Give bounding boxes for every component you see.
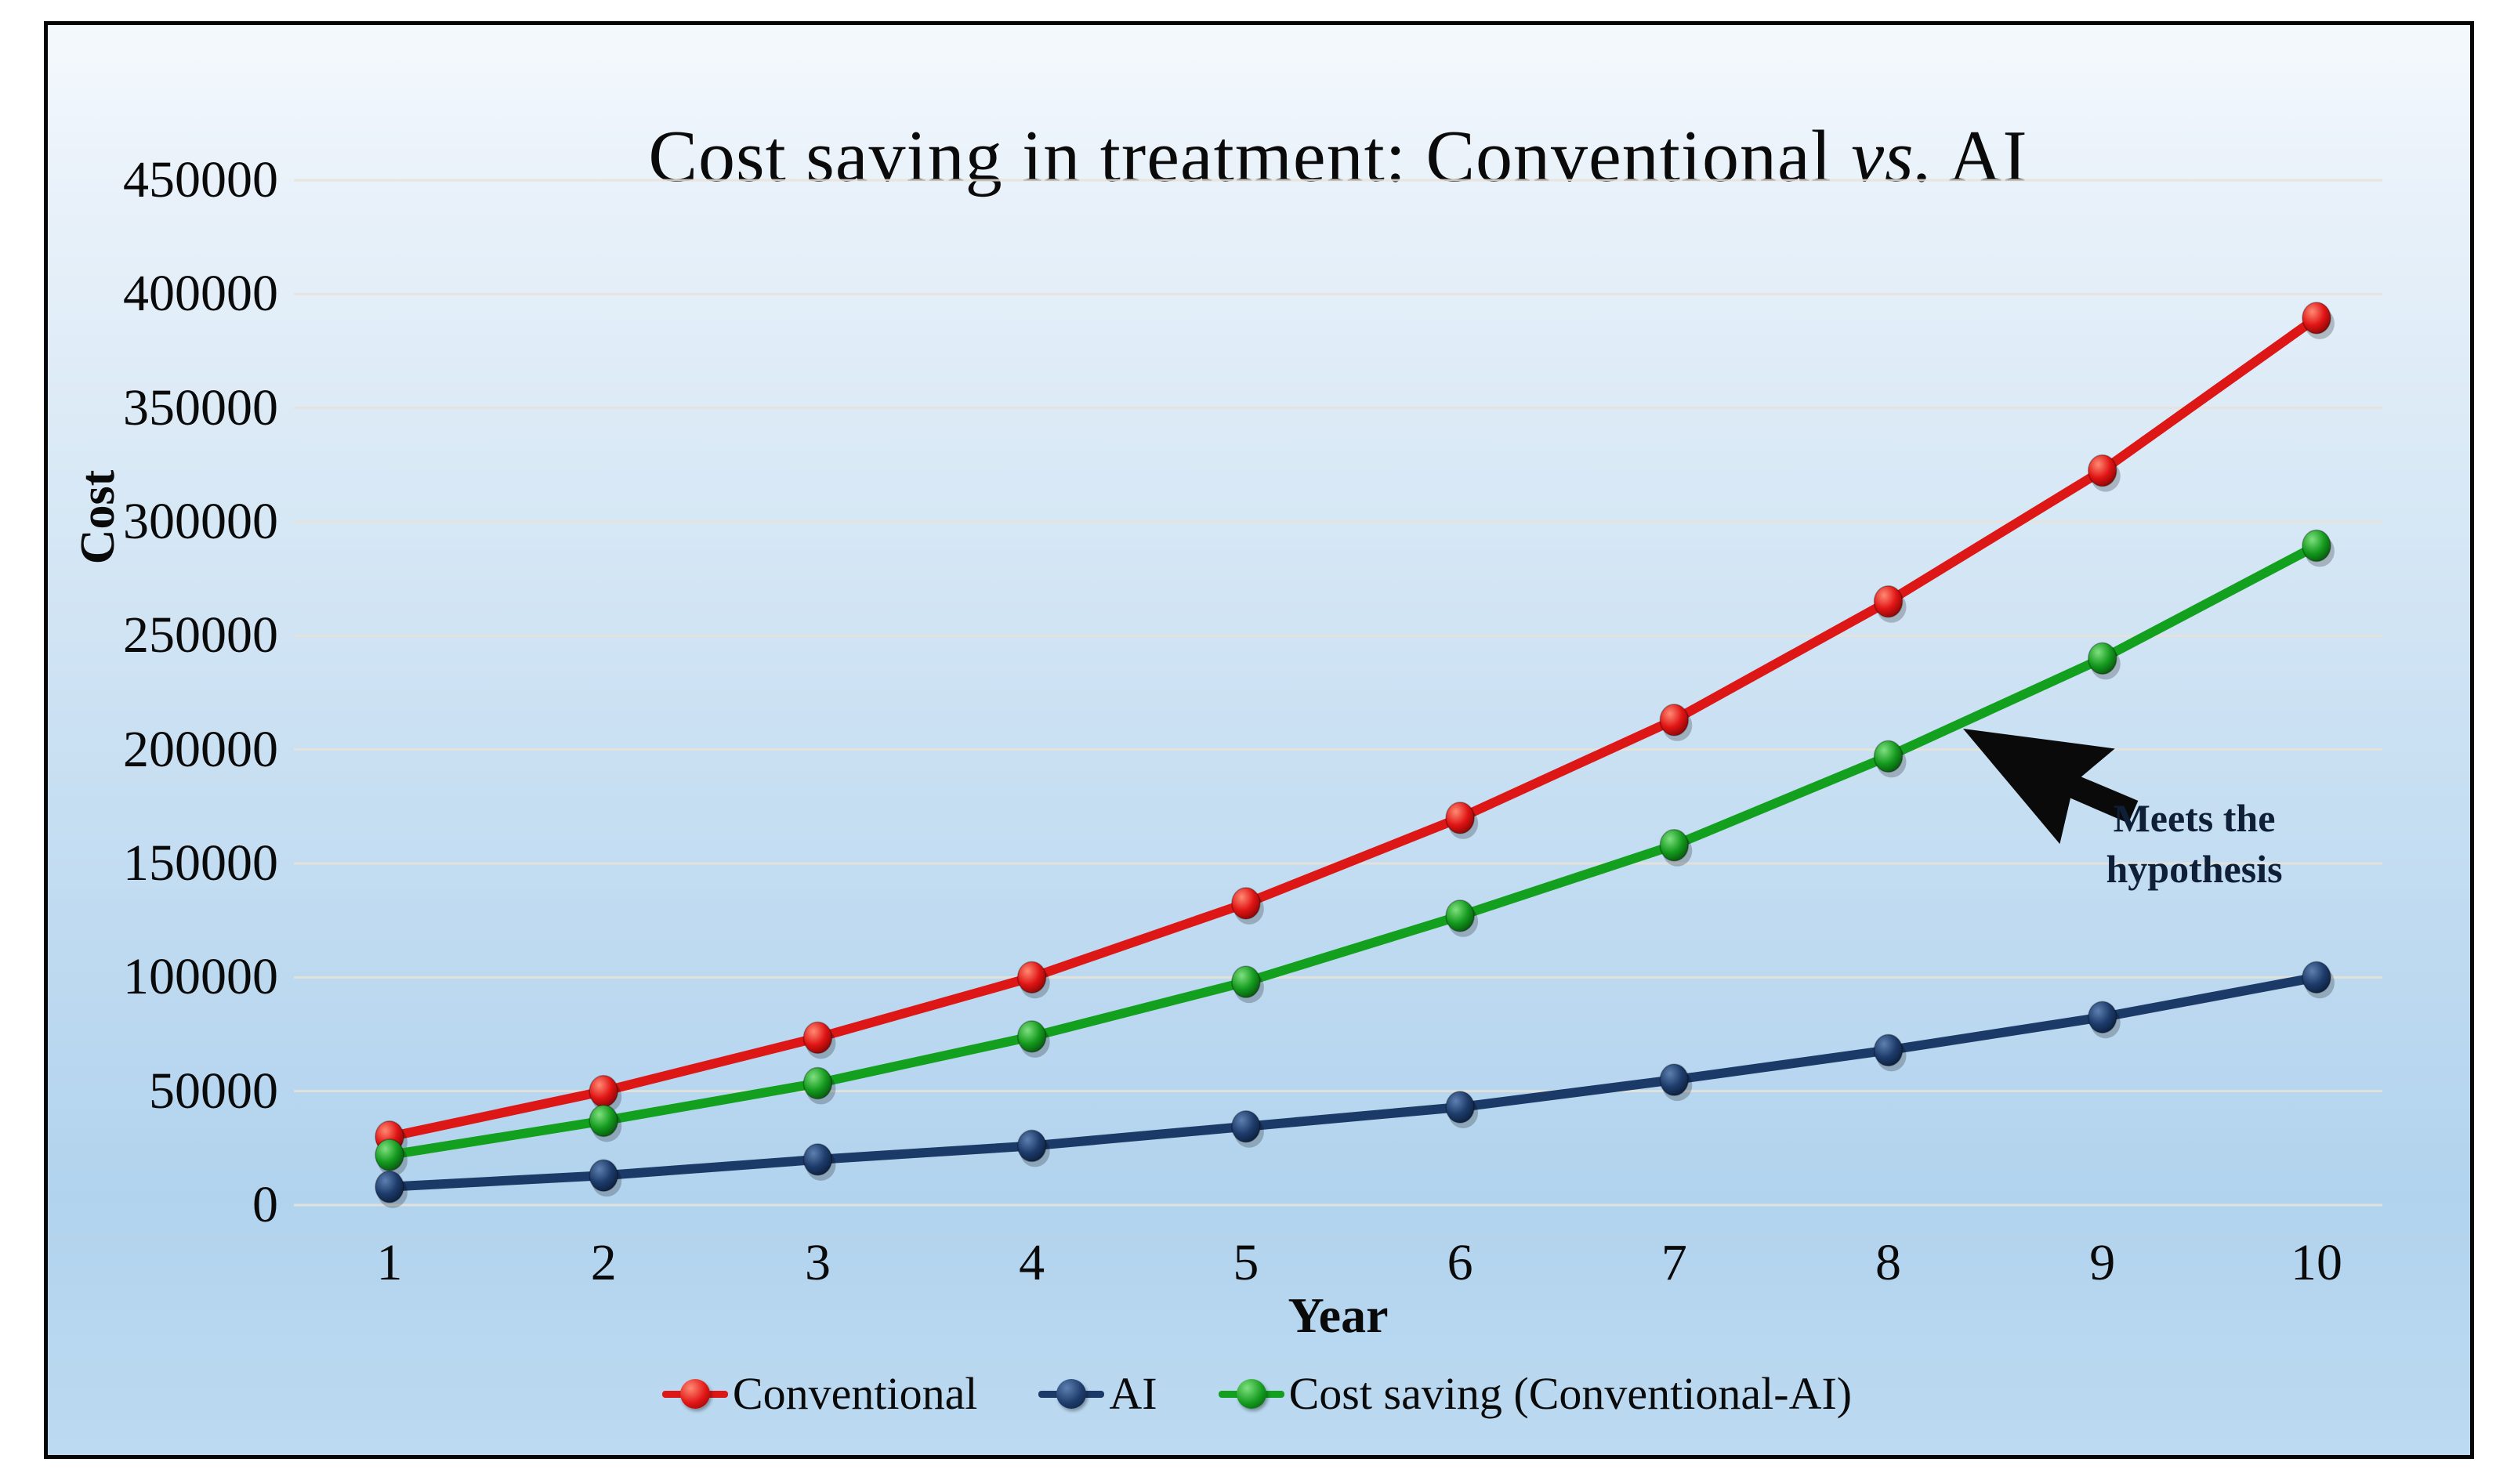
y-tick-label: 300000 xyxy=(123,493,278,550)
data-point xyxy=(1231,965,1261,998)
legend-item-ai: AI xyxy=(1038,1367,1157,1420)
legend-marker-icon xyxy=(1218,1378,1284,1410)
x-tick-label: 8 xyxy=(1875,1234,1902,1291)
x-tick-label: 10 xyxy=(2290,1234,2342,1291)
x-tick-label: 5 xyxy=(1233,1234,1259,1291)
y-tick-label: 450000 xyxy=(123,151,278,208)
data-point xyxy=(1659,1063,1690,1096)
data-point xyxy=(2088,454,2117,487)
legend: Conventional AI Cost saving (Conventional-… xyxy=(0,1367,2514,1420)
data-point xyxy=(2302,529,2331,563)
y-tick-label: 200000 xyxy=(123,720,278,778)
y-tick-label: 400000 xyxy=(123,265,278,323)
y-tick-label: 100000 xyxy=(123,948,278,1006)
data-point xyxy=(375,1170,404,1203)
data-point xyxy=(589,1074,618,1108)
x-tick-label: 6 xyxy=(1447,1234,1473,1291)
legend-marker-icon xyxy=(1038,1378,1105,1410)
data-point xyxy=(1016,1020,1047,1053)
data-point xyxy=(802,1066,833,1100)
data-point xyxy=(2088,1001,2117,1033)
data-point xyxy=(1873,585,1904,618)
data-point xyxy=(1016,961,1047,994)
x-axis-title: Year xyxy=(1288,1287,1389,1343)
y-tick-label: 0 xyxy=(252,1176,278,1233)
legend-label: Conventional xyxy=(732,1368,978,1419)
legend-marker-icon xyxy=(661,1378,728,1410)
series-line-conventional xyxy=(385,313,2321,1142)
plot-area xyxy=(294,179,2382,1208)
data-point xyxy=(589,1159,618,1192)
data-point xyxy=(1445,1091,1475,1124)
data-point xyxy=(2302,961,2331,994)
data-point xyxy=(1873,1033,1904,1067)
legend-item-cost-saving: Cost saving (Conventional-AI) xyxy=(1218,1367,1853,1420)
x-tick-label: 9 xyxy=(2089,1234,2116,1291)
y-tick-label: 50000 xyxy=(149,1062,278,1120)
chart-title-vs: vs. xyxy=(1851,116,1934,197)
chart-title-suffix: AI xyxy=(1933,116,2028,197)
annotation-arrow-icon xyxy=(1963,729,2139,845)
chart-title-prefix: Cost saving in treatment: Conventional xyxy=(648,116,1852,197)
x-tick-label: 4 xyxy=(1019,1234,1045,1291)
data-point xyxy=(1016,1129,1047,1163)
x-tick-label: 7 xyxy=(1661,1234,1687,1291)
data-point xyxy=(802,1021,833,1055)
data-point xyxy=(1873,740,1904,773)
data-point xyxy=(1231,887,1261,920)
data-point xyxy=(1231,1109,1261,1143)
data-point xyxy=(1659,704,1690,737)
legend-item-conventional: Conventional xyxy=(661,1367,978,1420)
data-point xyxy=(802,1143,833,1176)
y-tick-label: 250000 xyxy=(123,606,278,664)
y-tick-label: 350000 xyxy=(123,378,278,436)
data-point xyxy=(375,1138,404,1171)
series-line-ai xyxy=(385,972,2321,1192)
chart-title: Cost saving in treatment: Conventional v… xyxy=(294,114,2382,199)
legend-label: AI xyxy=(1109,1368,1157,1419)
data-point xyxy=(2302,302,2331,335)
x-tick-label: 2 xyxy=(590,1234,617,1291)
data-point xyxy=(589,1104,618,1138)
x-tick-label: 1 xyxy=(376,1234,403,1291)
series-line-cost-saving xyxy=(385,541,2321,1160)
x-tick-label: 3 xyxy=(804,1234,831,1291)
data-point xyxy=(1659,828,1690,862)
annotation-label: Meets the hypothesis xyxy=(2106,796,2283,891)
data-point xyxy=(1445,899,1475,932)
legend-label: Cost saving (Conventional-AI) xyxy=(1288,1368,1853,1419)
data-point xyxy=(1445,802,1475,834)
chart-frame xyxy=(44,21,2474,1459)
y-tick-label: 150000 xyxy=(123,834,278,892)
data-point xyxy=(2088,642,2117,675)
